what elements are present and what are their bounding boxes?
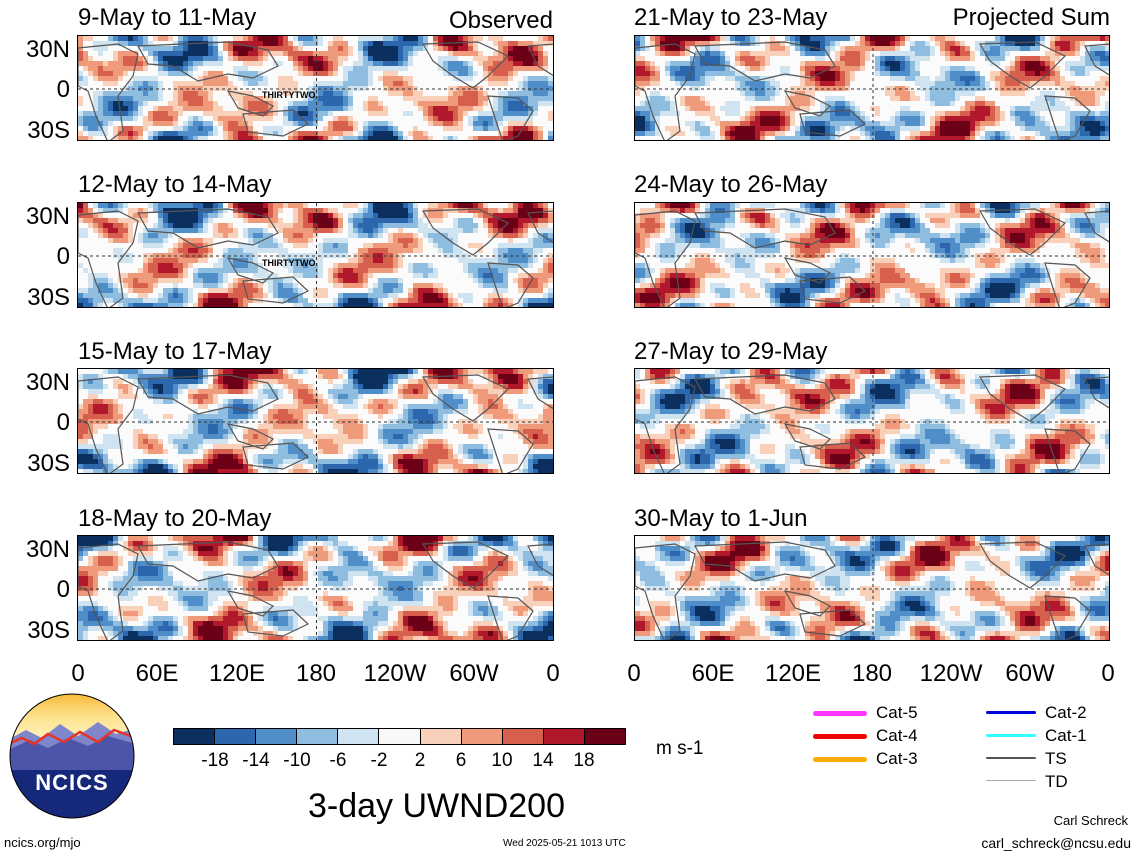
colorbar-tick: 18 <box>573 750 595 771</box>
timestamp: Wed 2025-05-21 1013 UTC <box>503 838 626 849</box>
anomaly-map <box>77 535 554 641</box>
colorbar-tick: 2 <box>414 750 426 771</box>
legend-label: Cat-1 <box>1045 726 1087 745</box>
colorbar-tick: -14 <box>242 750 270 771</box>
legend-line-cat2 <box>986 711 1036 714</box>
legend-label: Cat-2 <box>1045 703 1087 722</box>
panel-title: 27-May to 29-May <box>634 338 828 365</box>
lon-label: 180 <box>295 660 337 687</box>
lat-label: 0 <box>56 409 70 436</box>
lat-label: 0 <box>56 243 70 270</box>
author-name: Carl Schreck <box>1053 813 1128 828</box>
lat-label: 30N <box>25 369 70 396</box>
lat-label: 30S <box>27 450 70 477</box>
colorbar-tick: -18 <box>201 750 229 771</box>
colorbar-swatch <box>502 729 544 744</box>
legend-line-cat3 <box>813 757 867 762</box>
ncics-logo: NCICS <box>8 692 136 820</box>
colorbar-swatch <box>297 729 339 744</box>
lat-label: 30N <box>25 36 70 63</box>
panel-tag: Observed <box>448 7 553 34</box>
lon-label: 60W <box>449 660 499 687</box>
colorbar-swatch <box>256 729 298 744</box>
colorbar-tick: 6 <box>455 750 467 771</box>
storm-label: THIRTYTWO <box>262 258 316 268</box>
legend-label: Cat-3 <box>876 749 918 768</box>
anomaly-map <box>634 368 1110 474</box>
website-link[interactable]: ncics.org/mjo <box>4 835 81 850</box>
storm-label: THIRTYTWO <box>262 90 316 100</box>
lon-label: 120W <box>363 660 427 687</box>
colorbar-swatch <box>420 729 462 744</box>
colorbar-tick: -6 <box>329 750 347 771</box>
colorbar-swatch <box>174 729 216 744</box>
anomaly-map <box>634 202 1110 308</box>
colorbar-swatch <box>461 729 503 744</box>
anomaly-map <box>77 202 554 308</box>
legend-line-ts <box>986 757 1036 759</box>
anomaly-map <box>634 535 1110 641</box>
lat-label: 30N <box>25 203 70 230</box>
lon-label: 120W <box>919 660 983 687</box>
lon-label: 0 <box>627 660 641 687</box>
legend-line-cat5 <box>813 711 867 716</box>
legend-label: Cat-4 <box>876 726 918 745</box>
colorbar-units: m s-1 <box>656 738 704 759</box>
lon-label: 120E <box>208 660 266 687</box>
panel-title: 12-May to 14-May <box>78 171 272 198</box>
main-title: 3-day UWND200 <box>308 787 565 825</box>
panel-title: 30-May to 1-Jun <box>634 505 808 532</box>
legend-label: TD <box>1045 772 1068 791</box>
colorbar-tick: 10 <box>491 750 513 771</box>
lon-label: 180 <box>851 660 893 687</box>
anomaly-map <box>634 35 1110 141</box>
lat-label: 0 <box>56 576 70 603</box>
colorbar-swatch <box>379 729 421 744</box>
legend-line-td <box>986 780 1036 781</box>
panel-title: 21-May to 23-May <box>634 4 828 31</box>
lat-label: 30S <box>27 617 70 644</box>
legend-line-cat4 <box>813 734 867 739</box>
lon-label: 60E <box>691 660 735 687</box>
panel-tag: Projected Sum <box>952 4 1110 31</box>
colorbar-swatch <box>338 729 380 744</box>
panel-title: 15-May to 17-May <box>78 338 272 365</box>
colorbar-swatch <box>543 729 585 744</box>
lat-label: 30S <box>27 284 70 311</box>
lat-label: 0 <box>56 76 70 103</box>
lat-label: 30S <box>27 117 70 144</box>
lon-label: 60E <box>135 660 179 687</box>
legend-label: Cat-5 <box>876 703 918 722</box>
panel-title: 9-May to 11-May <box>78 4 257 31</box>
anomaly-map <box>77 368 554 474</box>
lon-label: 60W <box>1005 660 1055 687</box>
lon-label: 0 <box>71 660 85 687</box>
anomaly-map <box>77 35 554 141</box>
lon-label: 0 <box>1101 660 1115 687</box>
lat-label: 30N <box>25 536 70 563</box>
colorbar-tick: -2 <box>370 750 388 771</box>
lon-label: 0 <box>546 660 560 687</box>
logo-text: NCICS <box>35 770 109 795</box>
colorbar-tick: 14 <box>532 750 554 771</box>
colorbar-tick: -10 <box>283 750 311 771</box>
panel-title: 18-May to 20-May <box>78 505 272 532</box>
colorbar-swatch <box>584 729 626 744</box>
legend-line-cat1 <box>986 734 1036 737</box>
panel-title: 24-May to 26-May <box>634 171 828 198</box>
author-email[interactable]: carl_schreck@ncsu.edu <box>981 835 1131 851</box>
lon-label: 120E <box>764 660 822 687</box>
colorbar-swatch <box>215 729 257 744</box>
colorbar-swatches <box>173 728 626 745</box>
legend-label: TS <box>1045 749 1067 768</box>
